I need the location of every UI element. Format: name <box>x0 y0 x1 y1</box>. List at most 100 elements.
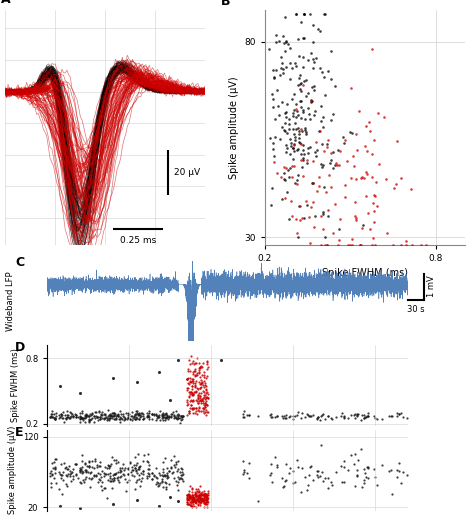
Point <box>196 491 204 499</box>
Point <box>186 494 193 502</box>
Point <box>79 463 86 472</box>
Point <box>269 95 277 103</box>
Point <box>296 216 303 225</box>
Point <box>202 389 210 398</box>
Point <box>108 483 115 492</box>
Point <box>76 467 84 476</box>
Point <box>344 466 352 474</box>
Point <box>283 460 290 468</box>
Point <box>158 410 166 418</box>
Point <box>145 412 152 420</box>
Point <box>98 408 106 416</box>
Point <box>66 470 73 478</box>
Point <box>305 470 313 479</box>
Point <box>403 470 410 479</box>
Point <box>98 414 106 423</box>
Point <box>155 368 163 377</box>
Point <box>281 39 288 47</box>
Point <box>363 413 370 421</box>
Point <box>148 410 155 418</box>
Point <box>159 409 166 417</box>
Point <box>301 150 308 158</box>
Point <box>122 409 130 417</box>
Point <box>191 498 199 506</box>
Point <box>285 125 293 133</box>
Point <box>298 127 306 135</box>
Point <box>189 357 197 366</box>
Point <box>192 371 200 379</box>
Point <box>201 490 209 499</box>
Point <box>202 492 210 501</box>
Point <box>57 410 65 418</box>
Point <box>86 474 93 482</box>
Point <box>145 412 152 420</box>
Point <box>202 490 210 499</box>
Point <box>87 411 95 419</box>
Point <box>371 241 379 249</box>
Point <box>301 115 309 123</box>
Point <box>117 415 124 424</box>
Point <box>106 477 113 486</box>
Point <box>47 483 55 491</box>
Point <box>194 491 202 499</box>
Point <box>144 465 151 473</box>
Point <box>327 183 334 191</box>
Point <box>197 407 205 415</box>
Point <box>309 83 316 91</box>
Point <box>134 411 141 419</box>
Point <box>134 406 141 415</box>
Point <box>200 406 207 415</box>
Point <box>150 411 158 419</box>
Point <box>280 175 288 183</box>
Point <box>361 413 369 421</box>
Point <box>200 393 207 402</box>
Point <box>144 411 152 419</box>
Point <box>196 482 204 490</box>
Point <box>310 82 318 90</box>
Point <box>131 464 139 472</box>
Point <box>189 391 196 400</box>
Point <box>179 412 187 420</box>
Point <box>316 472 324 480</box>
Point <box>98 486 106 494</box>
Point <box>201 403 209 412</box>
Point <box>195 495 203 504</box>
Point <box>91 412 98 420</box>
Point <box>311 147 319 156</box>
Point <box>107 477 115 485</box>
Point <box>278 123 286 131</box>
Point <box>353 214 360 222</box>
Point <box>72 411 79 419</box>
Point <box>64 470 72 478</box>
Point <box>188 384 196 393</box>
Point <box>285 40 292 48</box>
Point <box>84 412 92 420</box>
Point <box>339 133 346 141</box>
Point <box>131 485 139 493</box>
Point <box>403 414 410 422</box>
Point <box>93 461 100 469</box>
Point <box>244 469 251 478</box>
Point <box>150 410 157 418</box>
Point <box>338 478 346 486</box>
Point <box>200 487 207 495</box>
Point <box>139 412 147 420</box>
Point <box>324 484 331 492</box>
Point <box>271 158 278 166</box>
Point <box>370 234 377 243</box>
Point <box>278 412 285 420</box>
Point <box>397 241 405 249</box>
Y-axis label: Spike amplitude (μV): Spike amplitude (μV) <box>228 77 238 179</box>
Point <box>184 400 192 408</box>
Point <box>197 495 205 503</box>
Point <box>351 450 358 458</box>
Point <box>357 175 365 183</box>
Point <box>268 410 275 418</box>
Point <box>140 451 147 459</box>
Point <box>74 474 82 482</box>
Point <box>55 414 63 423</box>
Point <box>204 400 211 408</box>
Point <box>161 416 169 425</box>
Point <box>317 412 324 420</box>
Point <box>137 477 145 486</box>
